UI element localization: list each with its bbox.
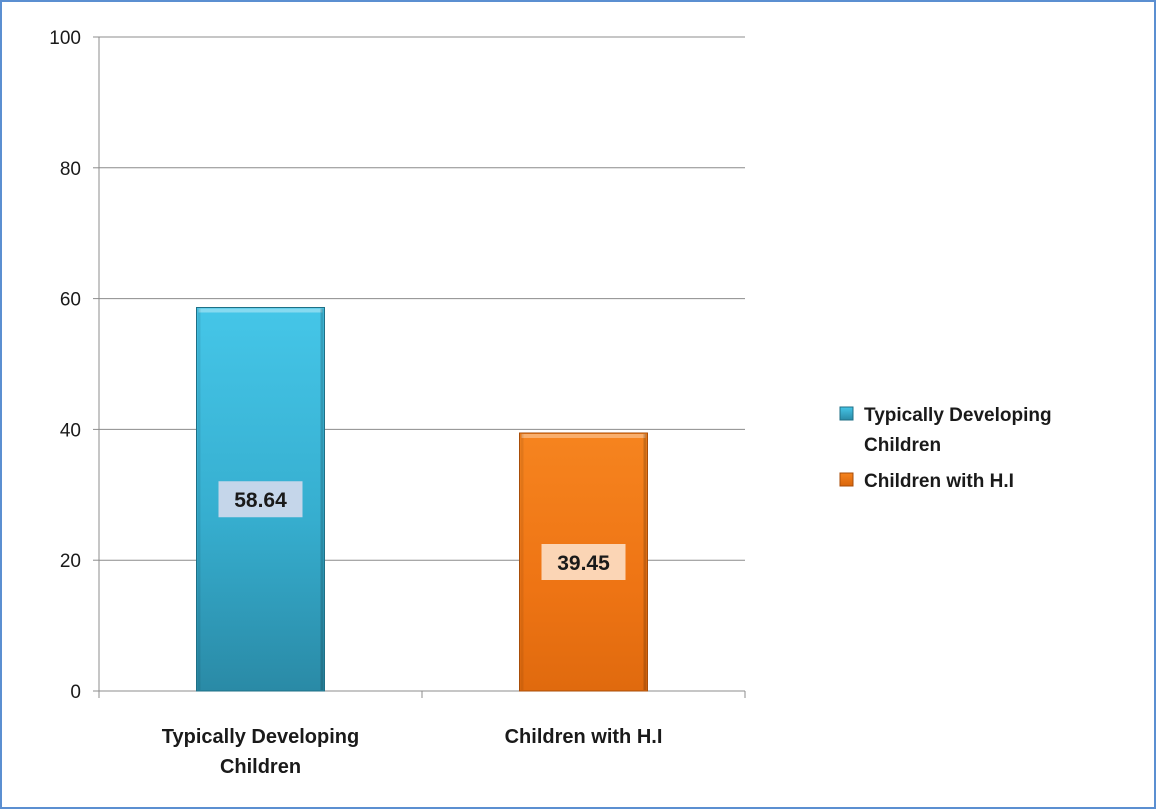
legend-label: Typically Developing xyxy=(864,405,1052,426)
legend-label: Children with H.I xyxy=(864,471,1014,492)
data-label-background xyxy=(218,481,303,518)
legend-swatch xyxy=(839,406,854,421)
y-tick-label: 100 xyxy=(49,28,81,49)
bar-bevel-highlight xyxy=(198,308,323,313)
y-tick-label: 20 xyxy=(60,551,81,572)
y-tick-label: 80 xyxy=(60,159,81,180)
x-category-label: Children xyxy=(220,756,301,778)
x-category-label: Typically Developing xyxy=(162,726,359,748)
data-label-background xyxy=(541,543,626,580)
gridlines xyxy=(99,36,745,561)
y-tick-label: 0 xyxy=(70,682,81,703)
bar-bevel-shade xyxy=(520,433,524,690)
bar-bevel-highlight xyxy=(521,433,646,438)
legend-swatch xyxy=(839,472,854,487)
data-label: 58.64 xyxy=(234,489,287,512)
axes: 0 20 40 60 80 100 Typically Developing Children… xyxy=(49,28,746,778)
x-category-label: Children with H.I xyxy=(505,726,663,748)
data-label: 39.45 xyxy=(557,552,610,575)
legend: Typically Developing Children Children wit… xyxy=(839,405,1052,492)
bar-bevel-shade xyxy=(320,308,324,690)
bar-bevel-shade xyxy=(643,433,647,690)
data-labels: 58.64 39.45 xyxy=(218,481,626,580)
legend-label: Children xyxy=(864,435,941,456)
y-tick-label: 60 xyxy=(60,290,81,311)
y-tick-label: 40 xyxy=(60,420,81,441)
bar-bevel-shade xyxy=(197,308,201,690)
